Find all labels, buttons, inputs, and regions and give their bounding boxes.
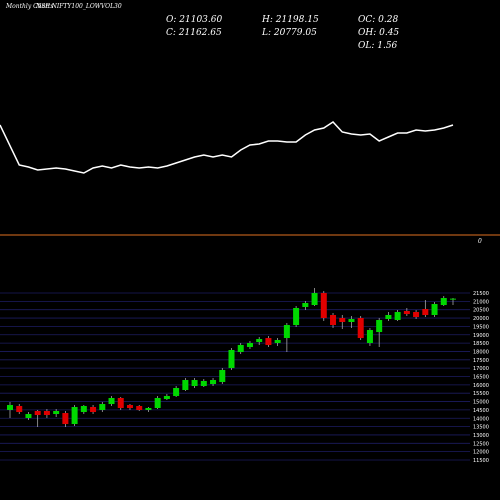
candle-body xyxy=(136,405,143,411)
candle-body xyxy=(422,309,429,316)
candle-body xyxy=(293,308,300,326)
y-tick-label: 20000 xyxy=(473,316,489,322)
indicator-line xyxy=(0,121,454,174)
candle-body xyxy=(182,380,189,390)
y-tick-label: 18500 xyxy=(473,341,489,347)
y-tick-label: 18000 xyxy=(473,349,489,355)
y-tick-label: 20500 xyxy=(473,308,489,314)
candle-body xyxy=(117,397,124,408)
candle-body xyxy=(191,380,198,387)
candle-body xyxy=(357,318,364,339)
y-tick-label: 15500 xyxy=(473,391,489,397)
y-tick-label: 14000 xyxy=(473,416,489,422)
candle-body xyxy=(25,414,32,419)
candle-body xyxy=(71,406,78,424)
y-tick-label: 16500 xyxy=(473,375,489,381)
candle-body xyxy=(219,370,226,382)
y-tick-label: 21000 xyxy=(473,299,489,305)
candle-body xyxy=(283,325,290,339)
y-tick-label: 14500 xyxy=(473,408,489,414)
candle-body xyxy=(311,293,318,306)
candle-body xyxy=(339,318,346,322)
y-tick-label: 12000 xyxy=(473,450,489,456)
candle-body xyxy=(108,397,115,405)
candle-body xyxy=(228,350,235,369)
y-tick-label: 21500 xyxy=(473,291,489,297)
candle-body xyxy=(145,407,152,411)
info-open: O: 21103.60 xyxy=(166,15,222,25)
candle-body xyxy=(376,320,383,333)
y-tick-label: 19000 xyxy=(473,333,489,339)
candle-body xyxy=(385,315,392,320)
candle-body xyxy=(450,298,456,300)
y-tick-label: 16000 xyxy=(473,383,489,389)
candle-body xyxy=(154,397,161,408)
info-ol: OL: 1.56 xyxy=(358,41,398,51)
y-tick-label: 12500 xyxy=(473,441,489,447)
candle-body xyxy=(126,405,133,408)
candle-body xyxy=(43,411,50,415)
candle-body xyxy=(90,406,97,413)
candle-body xyxy=(302,303,309,308)
y-tick-label: 11500 xyxy=(473,458,489,464)
candle-body xyxy=(431,304,438,316)
candle-body xyxy=(173,388,180,397)
candle-body xyxy=(403,311,410,315)
candle-body xyxy=(330,315,337,326)
info-oc: OC: 0.28 xyxy=(358,15,398,25)
y-tick-label: 13500 xyxy=(473,425,489,431)
candle-body xyxy=(394,312,401,321)
chart-subtitle: Monthly Charts xyxy=(5,3,54,10)
y-tick-label: 19500 xyxy=(473,324,489,330)
y-tick-label: 13000 xyxy=(473,433,489,439)
info-high: H: 21198.15 xyxy=(261,15,319,25)
candle-body xyxy=(237,345,244,353)
candle-body xyxy=(80,405,87,413)
y-tick-label: 17500 xyxy=(473,358,489,364)
candle-body xyxy=(440,298,447,306)
candle-body xyxy=(163,396,170,399)
candle-body xyxy=(7,405,13,411)
candle-body xyxy=(348,319,355,322)
chart-title: NSE NIFTY100_LOWVOL30 xyxy=(35,3,122,10)
candle-body xyxy=(246,343,253,348)
candle-body xyxy=(62,413,69,424)
reference-label: 0 xyxy=(478,238,482,245)
candle-body xyxy=(210,380,217,385)
candle-body xyxy=(53,411,60,415)
info-oh: OH: 0.45 xyxy=(358,28,399,38)
candle-body xyxy=(320,293,327,319)
info-low: L: 20779.05 xyxy=(261,28,317,38)
candle-body xyxy=(200,380,207,387)
candle-body xyxy=(99,404,106,411)
candle-body xyxy=(256,339,263,343)
candle-body xyxy=(34,411,41,415)
y-tick-label: 15000 xyxy=(473,400,489,406)
candle-body xyxy=(366,330,373,344)
candle-body xyxy=(16,405,23,413)
candle-body xyxy=(274,340,281,344)
y-tick-label: 17000 xyxy=(473,366,489,372)
candle-body xyxy=(413,312,420,318)
candle-body xyxy=(265,338,272,346)
info-close: C: 21162.65 xyxy=(166,28,222,38)
